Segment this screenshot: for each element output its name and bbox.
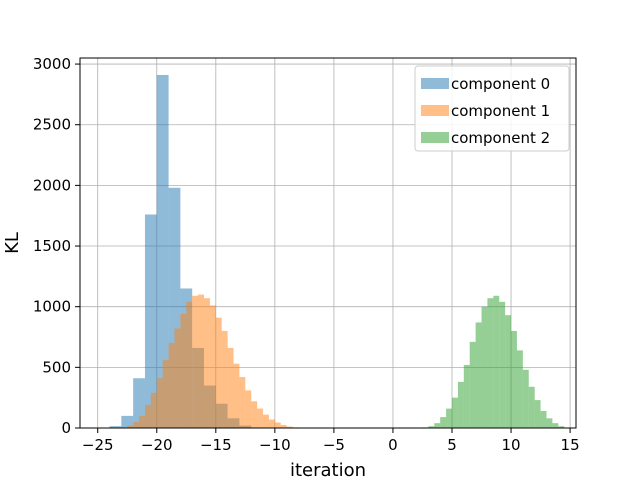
histogram-bar	[180, 313, 187, 428]
x-tick-label: −20	[141, 436, 173, 454]
histogram-bar	[528, 386, 535, 428]
x-tick-label: 15	[561, 436, 580, 454]
histogram-bar	[452, 397, 458, 428]
histogram-bar	[239, 377, 246, 428]
histogram-bar	[139, 415, 145, 428]
bars	[109, 74, 565, 428]
histogram-bar	[475, 322, 482, 428]
histogram-bar	[144, 404, 151, 428]
histogram-bar	[469, 341, 476, 428]
legend-swatch	[421, 132, 449, 143]
y-tick-label: 3000	[33, 55, 71, 73]
x-tick-label: −25	[82, 436, 114, 454]
histogram-bar	[446, 408, 452, 428]
histogram-bar	[268, 419, 275, 428]
histogram-bar	[546, 418, 553, 428]
histogram-bar	[221, 330, 228, 428]
histogram-bar	[192, 295, 199, 428]
histogram-bar	[516, 350, 523, 428]
histogram-bar	[209, 305, 216, 428]
histogram-bar	[522, 369, 529, 428]
x-tick-label: 10	[502, 436, 521, 454]
histogram-bar	[168, 187, 181, 428]
legend-swatch	[421, 78, 449, 89]
histogram-bar	[233, 363, 240, 428]
histogram-bar	[274, 422, 281, 428]
histogram-bar	[428, 426, 435, 428]
histogram-bar	[109, 426, 122, 428]
histogram-bar	[204, 298, 210, 428]
y-tick-label: 2000	[33, 176, 71, 194]
x-tick-label: −5	[323, 436, 345, 454]
histogram-bar	[133, 421, 140, 428]
histogram-bar	[499, 301, 506, 428]
histogram-bar	[168, 343, 175, 428]
y-axis-label: KL	[2, 232, 23, 254]
histogram-bar	[150, 392, 157, 428]
histogram-bar	[434, 423, 441, 428]
histogram-bar	[493, 295, 500, 428]
histogram-bar	[558, 426, 565, 428]
histogram-bar	[245, 390, 252, 428]
y-tick-label: 0	[61, 419, 71, 437]
histogram-bar	[251, 401, 258, 428]
histogram-bar	[463, 364, 470, 428]
legend-label: component 0	[451, 75, 550, 93]
legend-swatch	[421, 105, 449, 116]
legend-label: component 1	[451, 102, 550, 120]
legend-label: component 2	[451, 129, 550, 147]
legend: component 0 component 1 component 2	[414, 65, 570, 152]
y-tick-label: 500	[42, 358, 71, 376]
x-tick-label: −15	[200, 436, 232, 454]
histogram-bar	[121, 415, 134, 428]
histogram-bar	[227, 347, 234, 428]
series-1	[127, 294, 299, 428]
axes-frame	[79, 57, 577, 429]
x-tick-label: −10	[259, 436, 291, 454]
y-tick-label: 1000	[33, 298, 71, 316]
y-tick-label: 1500	[33, 237, 71, 255]
histogram-bar	[286, 426, 293, 428]
series-2	[422, 295, 565, 428]
histogram-bar	[457, 381, 464, 428]
histogram-bar	[481, 306, 488, 428]
histogram-bar	[156, 378, 163, 428]
ticks: −25 −20 −15 −10 −5 0 5 10 15 0 500 1000 1500 2000 2500…	[33, 55, 580, 454]
histogram-bar	[487, 298, 494, 428]
histogram-bar	[511, 330, 517, 428]
histogram-bar	[215, 317, 222, 428]
x-tick-label: 0	[388, 436, 398, 454]
histogram-bar	[257, 408, 264, 428]
histogram-bar	[156, 74, 169, 428]
x-tick-label: 5	[447, 436, 457, 454]
histogram-bar	[440, 417, 447, 428]
histogram-bar	[127, 425, 134, 428]
histogram-bar	[174, 328, 181, 428]
y-tick-label: 2500	[33, 116, 71, 134]
histogram-bar	[186, 301, 193, 428]
legend-box	[414, 65, 570, 152]
histogram-bar	[263, 414, 269, 428]
histogram-bar	[534, 400, 541, 428]
histogram-bar	[162, 360, 169, 428]
histogram-bar	[540, 411, 547, 428]
histogram-bar	[552, 423, 559, 428]
histogram-bar	[505, 315, 512, 428]
histogram-bar	[198, 294, 204, 428]
histogram-bar	[144, 214, 157, 428]
x-axis-label: iteration	[290, 460, 366, 480]
histogram-bar	[280, 424, 287, 428]
histogram-bar	[133, 378, 145, 428]
